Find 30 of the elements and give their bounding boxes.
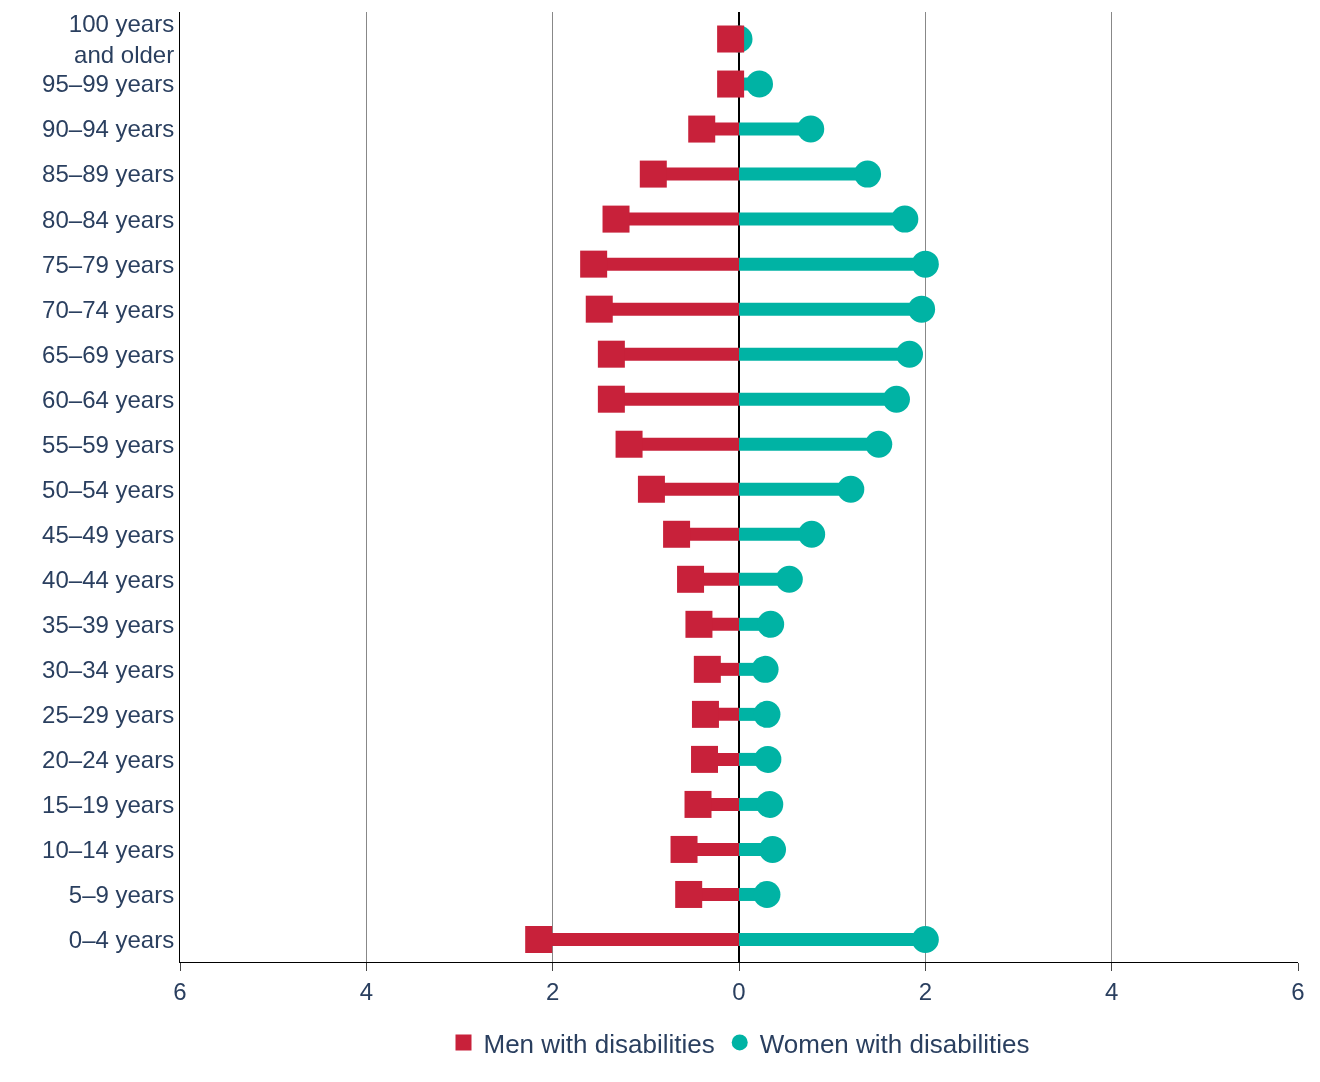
x-tick-label: 4 bbox=[1104, 977, 1119, 1005]
x-tick-label: 6 bbox=[173, 977, 187, 1005]
y-tick-label: 75–79 years bbox=[42, 250, 175, 278]
y-tick-label: 65–69 years bbox=[42, 340, 175, 368]
y-tick-label: 20–24 years bbox=[42, 745, 175, 773]
y-tick-label: 50–54 years bbox=[42, 475, 175, 503]
y-tick-label: 5–9 years bbox=[68, 880, 175, 908]
y-tick-label: 90–94 years bbox=[42, 115, 175, 143]
x-tick-label: 2 bbox=[545, 977, 560, 1005]
x-tick-label: 4 bbox=[359, 977, 374, 1005]
y-tick-label: 25–29 years bbox=[42, 700, 175, 728]
y-tick-label: 0–4 years bbox=[68, 925, 175, 953]
y-tick-label: 60–64 years bbox=[42, 385, 175, 413]
legend-label: Men with disabilities bbox=[483, 1028, 715, 1059]
y-tick-label: 10–14 years bbox=[42, 835, 175, 863]
y-tick-label: 55–59 years bbox=[42, 430, 175, 458]
y-tick-label: 35–39 years bbox=[42, 610, 175, 638]
y-tick-label: 95–99 years bbox=[42, 70, 175, 98]
x-tick-label: 2 bbox=[918, 977, 933, 1005]
x-tick-label: 0 bbox=[732, 977, 746, 1005]
y-tick-label: 100 years and older bbox=[68, 9, 175, 69]
y-tick-label: 70–74 years bbox=[42, 295, 175, 323]
y-tick-label: 40–44 years bbox=[42, 565, 175, 593]
y-tick-label: 45–49 years bbox=[42, 520, 175, 548]
legend-label: Women with disabilities bbox=[759, 1028, 1030, 1059]
x-tick-label: 6 bbox=[1291, 977, 1305, 1005]
y-tick-label: 15–19 years bbox=[42, 790, 175, 818]
y-tick-label: 85–89 years bbox=[42, 160, 175, 188]
y-tick-label: 30–34 years bbox=[42, 655, 175, 683]
y-tick-label: 80–84 years bbox=[42, 205, 175, 233]
